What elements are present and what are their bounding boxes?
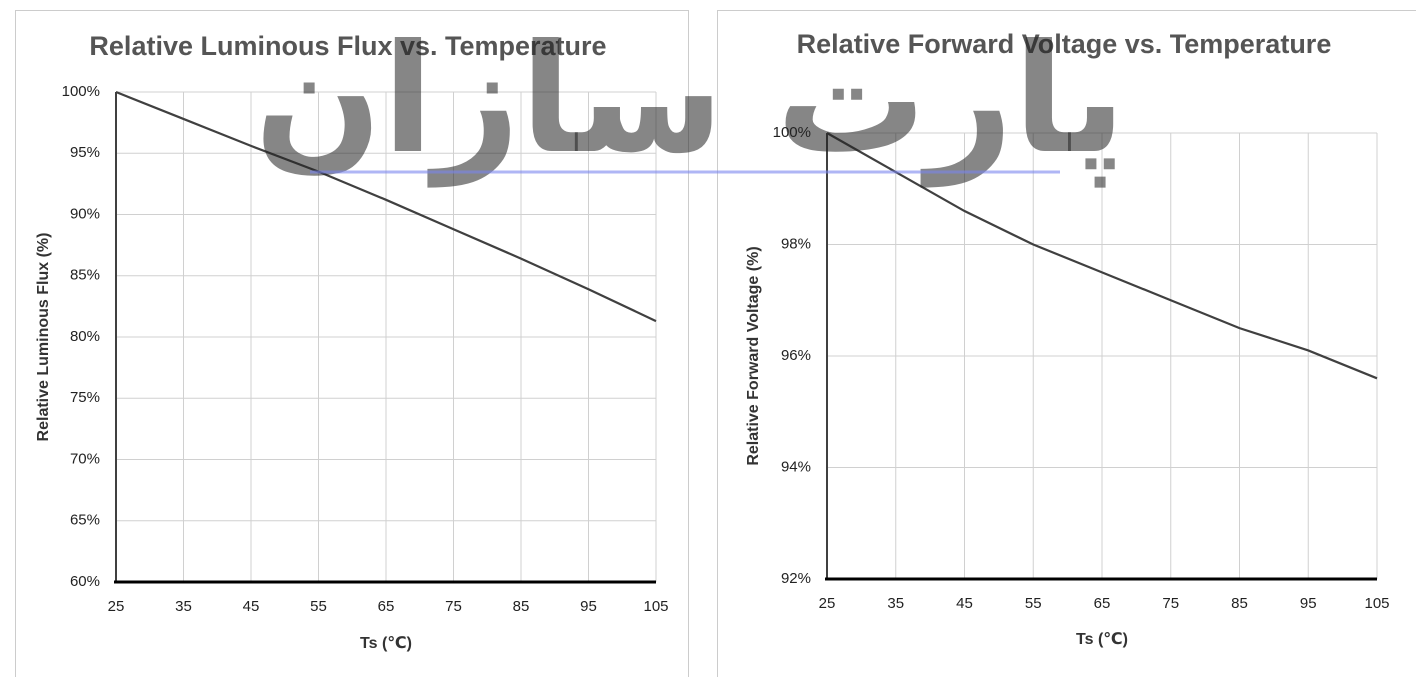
- x-tick-label: 65: [378, 598, 395, 615]
- y-axis-label: Relative Luminous Flux (%): [35, 233, 52, 442]
- y-tick-label: 80%: [70, 328, 100, 345]
- data-line: [115, 90, 657, 323]
- x-tick-label: 25: [819, 595, 836, 612]
- y-tick-label: 85%: [70, 267, 100, 284]
- x-tick-label: 45: [243, 598, 260, 615]
- y-tick-label: 92%: [781, 570, 811, 587]
- x-tick-label: 105: [643, 598, 668, 615]
- panel: [15, 10, 689, 677]
- x-axis-label: Ts (℃): [1076, 631, 1128, 648]
- y-tick-label: 100%: [773, 124, 811, 141]
- y-tick-label: 95%: [70, 144, 100, 161]
- x-tick-label: 85: [513, 598, 530, 615]
- y-tick-label: 90%: [70, 205, 100, 222]
- x-tick-label: 45: [956, 595, 973, 612]
- y-tick-label: 75%: [70, 389, 100, 406]
- y-tick-label: 94%: [781, 458, 811, 475]
- y-tick-label: 70%: [70, 450, 100, 467]
- data-line: [826, 132, 1378, 380]
- chart-title: Relative Luminous Flux vs. Temperature: [89, 31, 606, 61]
- y-tick-label: 98%: [781, 235, 811, 252]
- panel: [717, 10, 1416, 677]
- x-tick-label: 95: [1300, 595, 1317, 612]
- y-tick-label: 100%: [62, 83, 100, 100]
- x-tick-label: 95: [580, 598, 597, 615]
- y-axis-label: Relative Forward Voltage (%): [745, 246, 762, 465]
- x-tick-label: 75: [1162, 595, 1179, 612]
- y-tick-label: 65%: [70, 512, 100, 529]
- x-tick-label: 35: [887, 595, 904, 612]
- x-tick-label: 85: [1231, 595, 1248, 612]
- x-tick-label: 25: [108, 598, 125, 615]
- x-tick-label: 55: [1025, 595, 1042, 612]
- x-axis-label: Ts (℃): [360, 635, 412, 652]
- chart-title: Relative Forward Voltage vs. Temperature: [797, 29, 1332, 59]
- y-tick-label: 60%: [70, 573, 100, 590]
- x-tick-label: 65: [1094, 595, 1111, 612]
- x-tick-label: 55: [310, 598, 327, 615]
- y-tick-label: 96%: [781, 347, 811, 364]
- watermark: پارت سازان: [254, 13, 1126, 188]
- x-tick-label: 35: [175, 598, 192, 615]
- x-tick-label: 75: [445, 598, 462, 615]
- x-tick-label: 105: [1364, 595, 1389, 612]
